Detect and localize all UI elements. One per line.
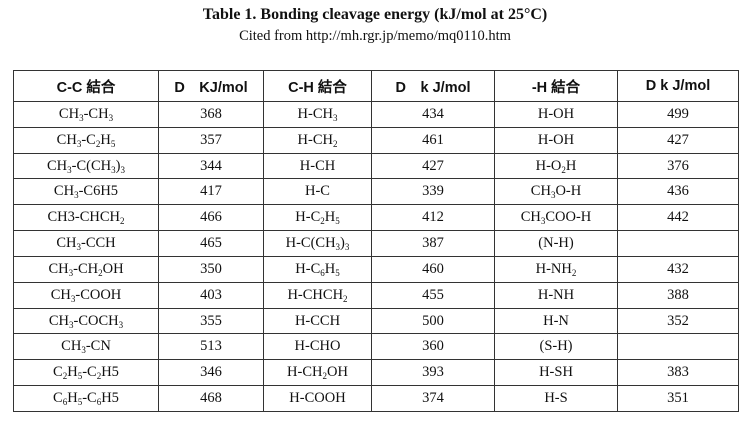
cc-bond-cell: CH3-CH2OH <box>13 255 159 283</box>
xh-energy-cell: 383 <box>617 359 739 387</box>
xh-bond-cell: CH3O-H <box>494 178 618 206</box>
table-row: CH3-CHCH2 466 H-C2H5 412 CH3COO-H 442 <box>13 204 739 232</box>
xh-energy-cell: 427 <box>617 126 739 154</box>
ch-bond-cell: H-CHO <box>263 333 372 361</box>
header-xh-energy: D k J/mol <box>617 70 739 102</box>
xh-energy-cell: 352 <box>617 307 739 335</box>
ch-energy-cell: 427 <box>371 152 495 180</box>
cc-bond-cell: CH3-CCH <box>13 230 159 257</box>
cc-energy-cell: 465 <box>158 230 264 257</box>
ch-bond-cell: H-C(CH3)3 <box>263 230 372 257</box>
table-row: CH3-CN 513 H-CHO 360 (S-H) <box>13 333 739 361</box>
cc-energy-cell: 513 <box>158 333 264 361</box>
ch-energy-cell: 455 <box>371 281 495 309</box>
ch-bond-cell: H-CH <box>263 152 372 180</box>
table-subtitle: Cited from http://mh.rgr.jp/memo/mq0110.… <box>239 28 511 44</box>
cc-bond-cell: C2H5-C2H5 <box>13 359 159 387</box>
table-row: CH3-COCH3 355 H-CCH 500 H-N 352 <box>13 307 739 335</box>
xh-energy-cell: 432 <box>617 255 739 283</box>
xh-bond-cell: H-S <box>494 385 618 412</box>
xh-energy-cell: 436 <box>617 178 739 206</box>
ch-energy-cell: 360 <box>371 333 495 361</box>
xh-bond-cell: H-SH <box>494 359 618 387</box>
cc-energy-cell: 350 <box>158 255 264 283</box>
cc-energy-cell: 403 <box>158 281 264 309</box>
xh-bond-cell: (N-H) <box>494 230 618 257</box>
cc-energy-cell: 417 <box>158 178 264 206</box>
xh-bond-cell: H-O2H <box>494 152 618 180</box>
header-ch-bond: C-H 結合 <box>263 70 372 102</box>
ch-energy-cell: 460 <box>371 255 495 283</box>
ch-energy-cell: 434 <box>371 101 495 128</box>
cc-bond-cell: CH3-C2H5 <box>13 126 159 154</box>
table-row: CH3-COOH 403 H-CHCH2 455 H-NH 388 <box>13 281 739 309</box>
xh-energy-cell: 351 <box>617 385 739 412</box>
ch-energy-cell: 339 <box>371 178 495 206</box>
cc-bond-cell: CH3-CHCH2 <box>13 204 159 232</box>
xh-bond-cell: H-NH2 <box>494 255 618 283</box>
table-row: CH3-CCH 465 H-C(CH3)3 387 (N-H) <box>13 230 739 257</box>
xh-bond-cell: H-NH <box>494 281 618 309</box>
xh-bond-cell: H-OH <box>494 101 618 128</box>
table-row: C2H5-C2H5 346 H-CH2OH 393 H-SH 383 <box>13 359 739 387</box>
xh-bond-cell: (S-H) <box>494 333 618 361</box>
ch-bond-cell: H-CH2 <box>263 126 372 154</box>
cc-energy-cell: 368 <box>158 101 264 128</box>
ch-bond-cell: H-C <box>263 178 372 206</box>
ch-bond-cell: H-CHCH2 <box>263 281 372 309</box>
cc-bond-cell: CH3-CN <box>13 333 159 361</box>
xh-energy-cell: 376 <box>617 152 739 180</box>
header-xh-bond: -H 結合 <box>494 70 618 102</box>
xh-bond-cell: H-N <box>494 307 618 335</box>
ch-bond-cell: H-C6H5 <box>263 255 372 283</box>
xh-bond-cell: H-OH <box>494 126 618 154</box>
ch-energy-cell: 393 <box>371 359 495 387</box>
ch-energy-cell: 387 <box>371 230 495 257</box>
cc-bond-cell: CH3-COCH3 <box>13 307 159 335</box>
xh-energy-cell: 388 <box>617 281 739 309</box>
cc-bond-cell: CH3-COOH <box>13 281 159 309</box>
cc-bond-cell: CH3-C6H5 <box>13 178 159 206</box>
header-cc-bond: C-C 結合 <box>13 70 159 102</box>
cc-energy-cell: 344 <box>158 152 264 180</box>
table-row: CH3-C(CH3)3 344 H-CH 427 H-O2H 376 <box>13 152 739 180</box>
table-title: Table 1. Bonding cleavage energy (kJ/mol… <box>202 6 548 23</box>
ch-energy-cell: 461 <box>371 126 495 154</box>
cc-energy-cell: 466 <box>158 204 264 232</box>
ch-energy-cell: 412 <box>371 204 495 232</box>
cc-energy-cell: 355 <box>158 307 264 335</box>
ch-bond-cell: H-CH2OH <box>263 359 372 387</box>
ch-bond-cell: H-CH3 <box>263 101 372 128</box>
ch-bond-cell: H-CCH <box>263 307 372 335</box>
header-cc-energy: D KJ/mol <box>158 70 264 102</box>
cc-bond-cell: CH3-CH3 <box>13 101 159 128</box>
ch-bond-cell: H-C2H5 <box>263 204 372 232</box>
xh-energy-cell: 499 <box>617 101 739 128</box>
table-row: CH3-C6H5 417 H-C 339 CH3O-H 436 <box>13 178 739 206</box>
header-row: C-C 結合 D KJ/mol C-H 結合 D k J/mol -H 結合 D… <box>13 70 739 102</box>
xh-energy-cell <box>617 230 739 257</box>
cc-energy-cell: 346 <box>158 359 264 387</box>
xh-energy-cell: 442 <box>617 204 739 232</box>
ch-energy-cell: 374 <box>371 385 495 412</box>
table-row: CH3-CH3 368 H-CH3 434 H-OH 499 <box>13 101 739 128</box>
ch-bond-cell: H-COOH <box>263 385 372 412</box>
bond-energy-table: C-C 結合 D KJ/mol C-H 結合 D k J/mol -H 結合 D… <box>13 70 739 412</box>
xh-energy-cell <box>617 333 739 361</box>
xh-bond-cell: CH3COO-H <box>494 204 618 232</box>
cc-energy-cell: 357 <box>158 126 264 154</box>
table-row: CH3-CH2OH 350 H-C6H5 460 H-NH2 432 <box>13 255 739 283</box>
cc-bond-cell: CH3-C(CH3)3 <box>13 152 159 180</box>
cc-bond-cell: C6H5-C6H5 <box>13 385 159 412</box>
ch-energy-cell: 500 <box>371 307 495 335</box>
header-ch-energy: D k J/mol <box>371 70 495 102</box>
cc-energy-cell: 468 <box>158 385 264 412</box>
table-row: CH3-C2H5 357 H-CH2 461 H-OH 427 <box>13 126 739 154</box>
table-row: C6H5-C6H5 468 H-COOH 374 H-S 351 <box>13 385 739 412</box>
